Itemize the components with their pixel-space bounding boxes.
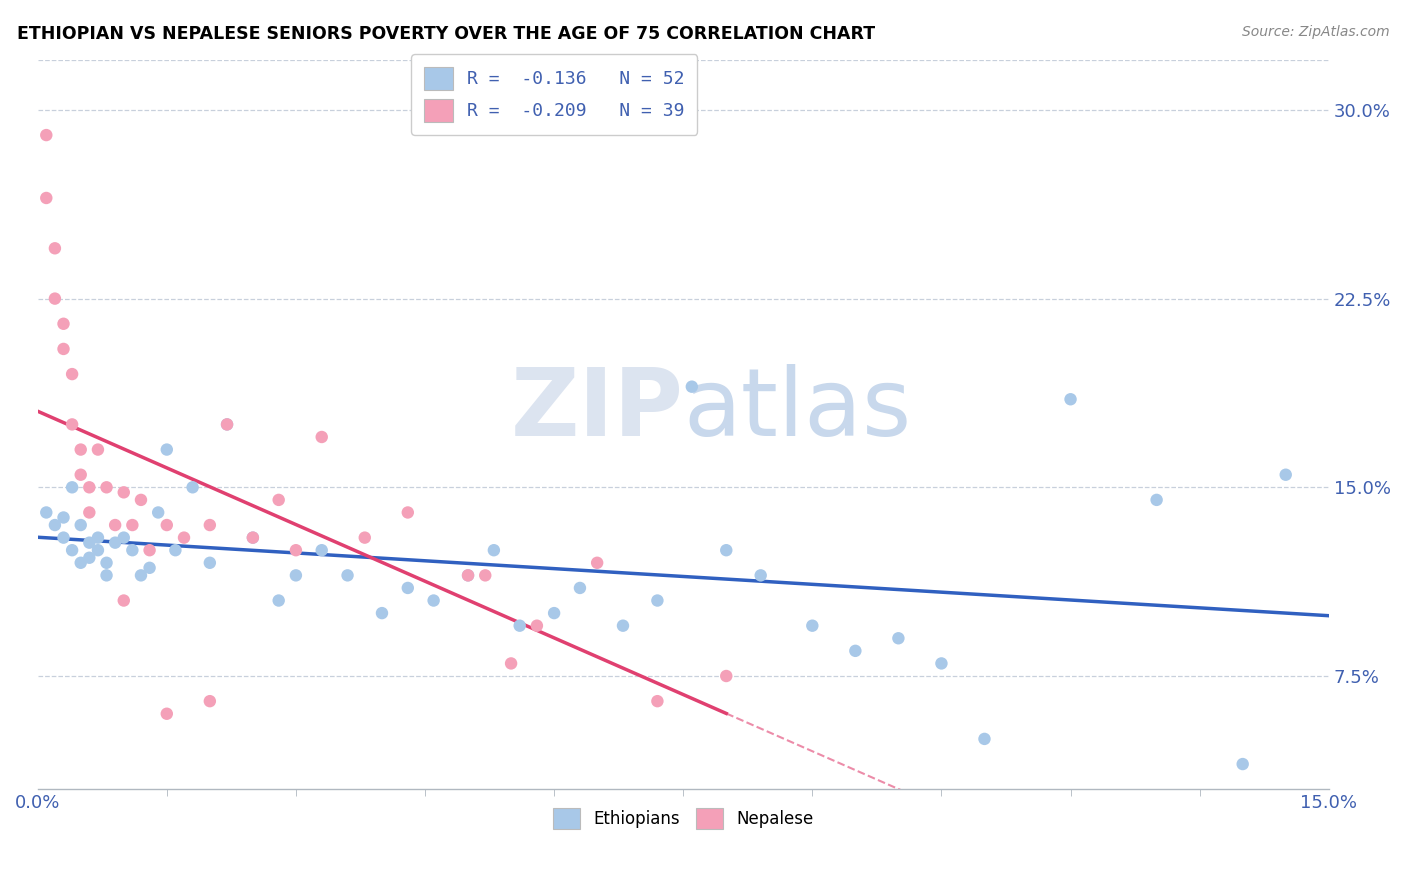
Point <box>509 618 531 632</box>
Point <box>69 467 91 482</box>
Text: Source: ZipAtlas.com: Source: ZipAtlas.com <box>1241 25 1389 39</box>
Point <box>69 442 91 457</box>
Point <box>198 694 221 708</box>
Point <box>396 581 419 595</box>
Point <box>138 543 160 558</box>
Point <box>96 480 118 494</box>
Point <box>148 506 170 520</box>
Point <box>79 550 101 565</box>
Point <box>156 706 179 721</box>
Point <box>121 518 143 533</box>
Point <box>156 442 179 457</box>
Point <box>60 543 83 558</box>
Point <box>1232 757 1254 772</box>
Point <box>284 543 307 558</box>
Point <box>242 531 264 545</box>
Point <box>1274 467 1296 482</box>
Point <box>647 593 669 607</box>
Legend: Ethiopians, Nepalese: Ethiopians, Nepalese <box>547 801 820 836</box>
Point <box>716 669 738 683</box>
Point <box>353 531 375 545</box>
Point <box>156 518 179 533</box>
Point <box>647 694 669 708</box>
Point <box>87 531 110 545</box>
Point <box>52 342 75 356</box>
Point <box>104 518 127 533</box>
Point <box>165 543 187 558</box>
Point <box>1146 492 1168 507</box>
Point <box>96 556 118 570</box>
Point <box>52 531 75 545</box>
Point <box>801 618 824 632</box>
Point <box>568 581 591 595</box>
Point <box>35 506 58 520</box>
Point <box>35 191 58 205</box>
Point <box>87 442 110 457</box>
Point <box>267 593 290 607</box>
Point <box>69 518 91 533</box>
Point <box>87 543 110 558</box>
Point <box>121 543 143 558</box>
Point <box>242 531 264 545</box>
Point <box>79 480 101 494</box>
Point <box>396 506 419 520</box>
Point <box>844 644 866 658</box>
Point <box>52 510 75 524</box>
Point <box>311 543 333 558</box>
Point <box>457 568 479 582</box>
Point <box>44 518 66 533</box>
Point <box>181 480 204 494</box>
Point <box>586 556 609 570</box>
Point <box>112 485 135 500</box>
Point <box>681 379 703 393</box>
Point <box>112 593 135 607</box>
Point <box>96 568 118 582</box>
Point <box>104 535 127 549</box>
Point <box>267 492 290 507</box>
Point <box>129 568 152 582</box>
Point <box>129 492 152 507</box>
Point <box>60 367 83 381</box>
Point <box>69 556 91 570</box>
Point <box>612 618 634 632</box>
Point <box>215 417 238 432</box>
Point <box>543 606 565 620</box>
Point <box>198 518 221 533</box>
Text: ETHIOPIAN VS NEPALESE SENIORS POVERTY OVER THE AGE OF 75 CORRELATION CHART: ETHIOPIAN VS NEPALESE SENIORS POVERTY OV… <box>17 25 875 43</box>
Point <box>284 568 307 582</box>
Point <box>215 417 238 432</box>
Point <box>371 606 394 620</box>
Point <box>198 556 221 570</box>
Point <box>457 568 479 582</box>
Point <box>422 593 444 607</box>
Point <box>749 568 772 582</box>
Point <box>173 531 195 545</box>
Point <box>44 241 66 255</box>
Text: atlas: atlas <box>683 364 911 456</box>
Point <box>973 731 995 746</box>
Point <box>474 568 496 582</box>
Point <box>112 531 135 545</box>
Point <box>482 543 505 558</box>
Point <box>1059 392 1081 407</box>
Point <box>501 657 523 671</box>
Point <box>311 430 333 444</box>
Point <box>138 561 160 575</box>
Point <box>716 543 738 558</box>
Text: ZIP: ZIP <box>510 364 683 456</box>
Point <box>526 618 548 632</box>
Point <box>79 535 101 549</box>
Point <box>35 128 58 142</box>
Point <box>60 417 83 432</box>
Point <box>79 506 101 520</box>
Point <box>60 480 83 494</box>
Point <box>336 568 359 582</box>
Point <box>44 292 66 306</box>
Point <box>52 317 75 331</box>
Point <box>887 632 910 646</box>
Point <box>931 657 953 671</box>
